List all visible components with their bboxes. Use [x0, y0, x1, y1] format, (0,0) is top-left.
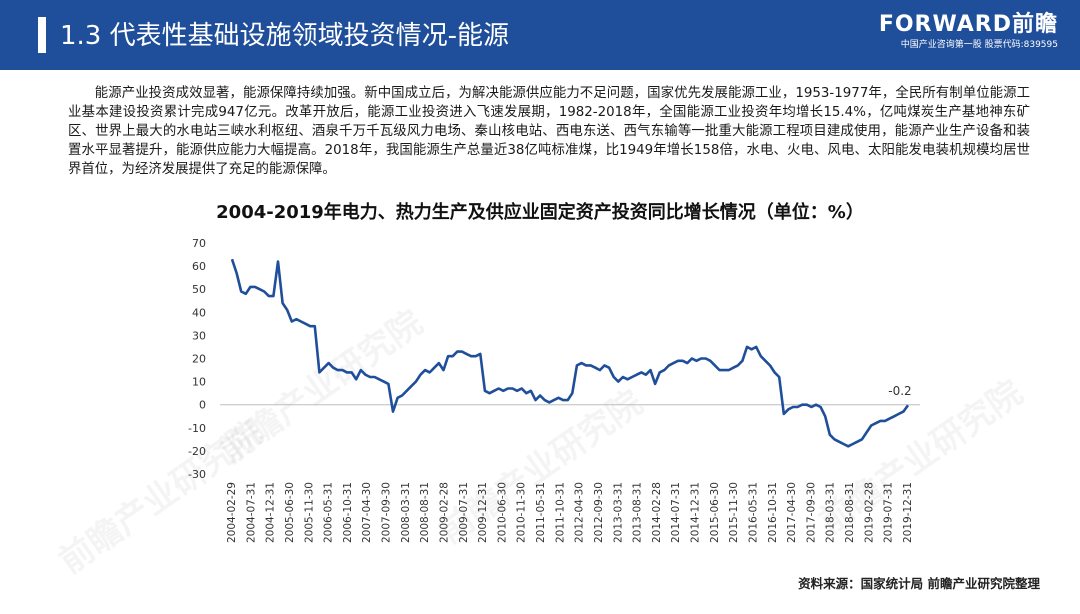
x-tick-label: 2011-05-31 [535, 482, 547, 543]
y-tick-label: 40 [192, 306, 206, 319]
x-tick-label: 2013-03-31 [612, 482, 624, 543]
x-tick-label: 2008-03-31 [400, 482, 412, 543]
y-tick-label: 10 [192, 376, 206, 389]
x-tick-label: 2019-02-28 [863, 482, 875, 543]
x-tick-label: 2019-07-31 [883, 482, 895, 543]
y-tick-label: 30 [192, 329, 206, 342]
y-tick-label: 50 [192, 283, 206, 296]
x-tick-label: 2018-03-31 [825, 482, 837, 543]
x-tick-label: 2014-07-31 [670, 482, 682, 543]
x-tick-label: 2004-07-31 [245, 482, 257, 543]
x-tick-label: 2016-05-31 [747, 482, 759, 543]
x-tick-label: 2005-06-30 [284, 482, 296, 543]
header-bar: 1.3 代表性基础设施领域投资情况-能源 FORWARD前瞻 中国产业咨询第一股… [0, 0, 1080, 70]
x-tick-label: 2016-10-31 [767, 482, 779, 543]
brand-logo: FORWARD前瞻 中国产业咨询第一股 股票代码:839595 [848, 12, 1058, 52]
x-tick-label: 2011-10-31 [554, 482, 566, 543]
x-tick-label: 2004-12-31 [265, 482, 277, 543]
x-tick-label: 2007-04-30 [361, 482, 373, 543]
page-title: 1.3 代表性基础设施领域投资情况-能源 [60, 21, 509, 51]
x-tick-label: 2010-06-30 [496, 482, 508, 543]
x-tick-label: 2005-11-30 [303, 482, 315, 543]
x-tick-label: 2006-10-31 [342, 482, 354, 543]
data-label-last: -0.2 [888, 384, 911, 398]
x-tick-label: 2018-08-31 [844, 482, 856, 543]
brand-name: FORWARD前瞻 [878, 12, 1058, 37]
y-tick-label: 60 [192, 260, 206, 273]
intro-paragraph: 能源产业投资成效显著，能源保障持续加强。新中国成立后，为解决能源供应能力不足问题… [68, 86, 1030, 177]
x-tick-label: 2009-02-28 [438, 482, 450, 543]
x-tick-label: 2017-09-30 [805, 482, 817, 543]
x-tick-label: 2015-11-30 [728, 482, 740, 543]
x-tick-label: 2014-02-28 [651, 482, 663, 543]
y-tick-label: -20 [188, 445, 206, 458]
x-tick-label: 2015-06-30 [709, 482, 721, 543]
y-tick-label: 70 [192, 237, 206, 250]
x-tick-label: 2017-04-30 [786, 482, 798, 543]
source-note: 资料来源：国家统计局 前瞻产业研究院整理 [798, 576, 1040, 591]
y-tick-label: 0 [199, 399, 206, 412]
x-tick-label: 2009-07-31 [458, 482, 470, 543]
header-accent-bar [38, 17, 46, 53]
series-line [230, 258, 910, 448]
line-chart: -30 -20 -10 0 10 20 30 40 50 60 70 2004-02-29 2004-0… [188, 237, 920, 543]
y-tick-label: -10 [188, 422, 206, 435]
x-tick-label: 2010-11-30 [516, 482, 528, 543]
x-tick-label: 2014-12-31 [690, 482, 702, 543]
x-tick-label: 2019-12-31 [902, 482, 914, 543]
y-tick-label: 20 [192, 353, 206, 366]
x-tick-label: 2006-05-31 [323, 482, 335, 543]
x-tick-label: 2009-12-31 [477, 482, 489, 543]
chart-title: 2004-2019年电力、热力生产及供应业固定资产投资同比增长情况（单位：%） [216, 202, 864, 223]
x-tick-label: 2012-04-30 [574, 482, 586, 543]
x-tick-label: 2013-08-31 [632, 482, 644, 543]
x-tick-label: 2007-09-30 [381, 482, 393, 543]
x-tick-label: 2004-02-29 [226, 482, 238, 543]
brand-subtitle: 中国产业咨询第一股 股票代码:839595 [900, 40, 1058, 50]
x-tick-label: 2012-09-30 [593, 482, 605, 543]
x-tick-label: 2008-08-31 [419, 482, 431, 543]
y-tick-label: -30 [188, 468, 206, 481]
